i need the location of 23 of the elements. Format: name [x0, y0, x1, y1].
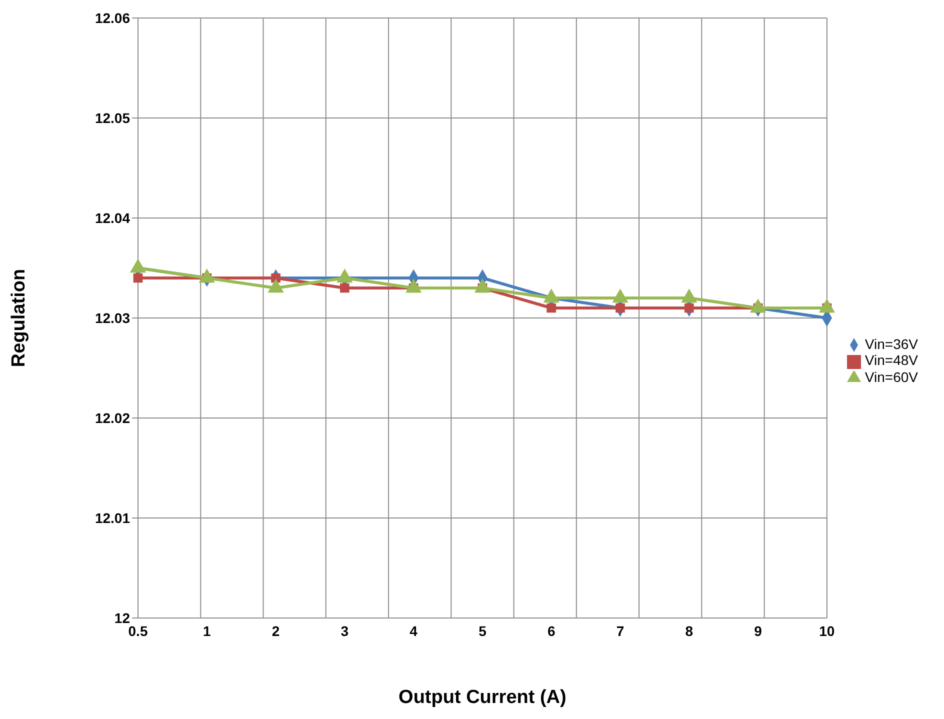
- y-tick-label: 12.01: [94, 510, 130, 526]
- x-tick-label: 1: [202, 622, 211, 639]
- x-axis-title: Output Current (A): [398, 687, 566, 708]
- y-tick-label: 12.03: [94, 310, 130, 326]
- x-tick-label: 9: [754, 622, 762, 639]
- x-tick-label: 8: [685, 622, 694, 639]
- x-tick-label: 10: [819, 622, 835, 639]
- x-tick-label: 3: [340, 622, 349, 639]
- y-tick-label: 12.04: [94, 210, 130, 226]
- y-tick-label: 12: [114, 610, 130, 626]
- legend-label: Vin=60V: [864, 368, 918, 385]
- legend-label: Vin=48V: [864, 352, 918, 368]
- y-tick-label: 12.06: [94, 10, 130, 26]
- x-tick-label: 4: [410, 622, 418, 639]
- y-tick-label: 12.02: [94, 410, 130, 426]
- x-tick-label: 6: [547, 622, 556, 639]
- legend-label: Vin=36V: [864, 336, 918, 352]
- x-tick-label: 7: [616, 622, 624, 639]
- x-tick-label: 2: [272, 622, 280, 639]
- x-tick-label: 5: [478, 622, 487, 639]
- x-tick-label: 0.5: [128, 622, 148, 639]
- y-axis-title: Regulation: [8, 268, 30, 368]
- y-tick-label: 12.05: [94, 110, 130, 126]
